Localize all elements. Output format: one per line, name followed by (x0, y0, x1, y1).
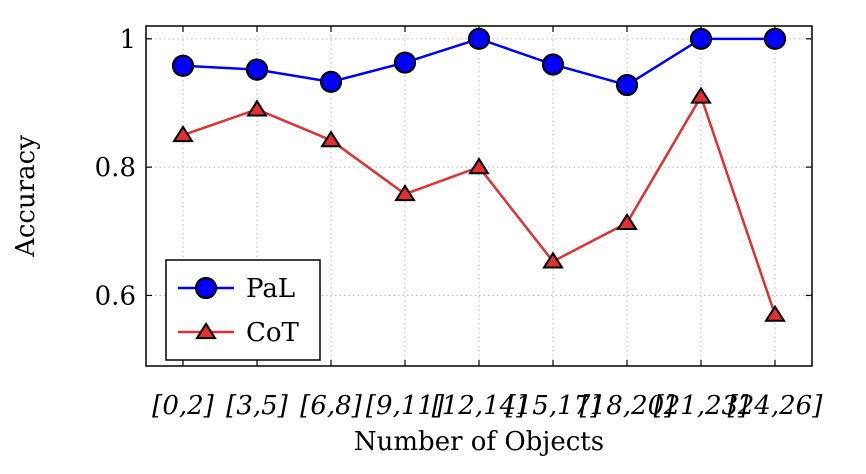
legend: PaL CoT (165, 259, 321, 361)
data-point (171, 54, 195, 77)
x-tick-label: [6,8] (300, 391, 362, 421)
data-point (468, 157, 490, 175)
x-tick-label: [15,17] (506, 391, 602, 421)
y-tick-label: 0.8 (95, 153, 136, 183)
data-point (393, 51, 417, 74)
legend-marker (195, 322, 217, 340)
x-axis-ticks: [0,2] [3,5] [6,8] [9,11][12,14][15,17][18,2… (152, 26, 823, 421)
data-point (690, 86, 712, 104)
data-point (763, 27, 787, 50)
data-point (246, 99, 268, 117)
x-tick-label: [18,20] (580, 391, 676, 421)
data-point (467, 27, 491, 50)
legend-entry-cot: CoT (178, 318, 300, 348)
series-layer (171, 27, 787, 322)
x-tick-label: [3,5] (226, 391, 288, 421)
data-point (394, 184, 416, 202)
legend-box (165, 259, 321, 361)
data-point (172, 125, 194, 143)
legend-marker (194, 276, 218, 300)
data-point (542, 251, 564, 269)
y-axis-title: Accuracy (11, 135, 41, 258)
data-point (320, 130, 342, 148)
data-point (764, 304, 786, 322)
x-tick-label: [12,14] (432, 391, 528, 421)
series-cot (172, 86, 786, 322)
data-point (319, 70, 343, 93)
legend-entry-pal: PaL (178, 274, 295, 304)
x-tick-label: [9,11] (366, 391, 445, 421)
legend-label: CoT (246, 318, 300, 348)
data-point (616, 212, 638, 231)
x-axis-title: Number of Objects (354, 427, 604, 457)
legend-label: PaL (246, 274, 295, 304)
data-point (615, 73, 639, 97)
data-point (245, 58, 269, 81)
x-tick-label: [0,2] (152, 391, 214, 421)
y-tick-label: 0.6 (95, 281, 136, 311)
y-axis-ticks: 0.6 0.8 1 (95, 25, 812, 311)
data-point (689, 27, 713, 50)
series-pal (171, 27, 787, 97)
x-tick-label: [24,26] (728, 391, 824, 421)
data-point (541, 53, 565, 76)
x-tick-label: [21,23] (654, 391, 750, 421)
y-tick-label: 1 (119, 25, 136, 55)
